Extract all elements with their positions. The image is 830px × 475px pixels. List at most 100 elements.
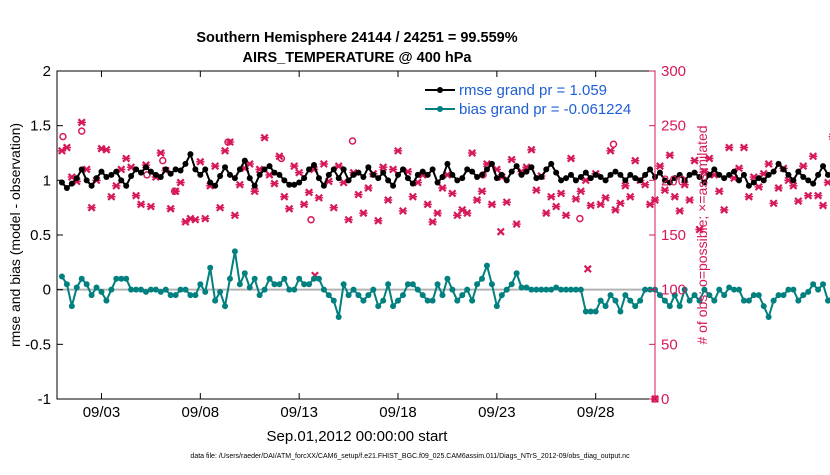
- bias-point: [439, 292, 445, 298]
- assimilated-obs-point: [824, 179, 830, 185]
- assimilated-obs-point: [685, 197, 693, 203]
- bias-point: [197, 281, 203, 287]
- bias-point: [795, 298, 801, 304]
- rmse-point: [410, 181, 416, 187]
- assimilated-obs-point: [745, 194, 753, 200]
- rmse-point: [731, 169, 737, 175]
- y-right-tick-label: 150: [661, 227, 686, 244]
- bias-point: [736, 287, 742, 293]
- assimilated-obs-point: [809, 153, 817, 159]
- rmse-point: [242, 158, 248, 164]
- bias-point: [281, 276, 287, 282]
- bias-point: [370, 287, 376, 293]
- rmse-point: [568, 172, 574, 178]
- rmse-point: [583, 170, 589, 176]
- bias-point: [578, 287, 584, 293]
- bias-point: [805, 289, 811, 295]
- chart-title-line2: AIRS_TEMPERATURE @ 400 hPa: [242, 50, 472, 66]
- bias-point: [790, 287, 796, 293]
- assimilated-obs-point: [789, 183, 797, 189]
- bias-point: [687, 298, 693, 304]
- assimilated-obs-point: [666, 152, 674, 158]
- rmse-point: [642, 172, 648, 178]
- rmse-point: [494, 175, 500, 181]
- rmse-point: [746, 183, 752, 189]
- bias-point: [247, 284, 253, 290]
- rmse-point: [355, 170, 361, 176]
- bias-point: [499, 292, 505, 298]
- rmse-point: [785, 172, 791, 178]
- rmse-point: [509, 169, 515, 175]
- bias-point: [449, 287, 455, 293]
- assimilated-obs-point: [725, 144, 733, 150]
- bias-point: [276, 281, 282, 287]
- rmse-point: [810, 181, 816, 187]
- rmse-point: [138, 170, 144, 176]
- rmse-point: [790, 177, 796, 183]
- bias-point: [192, 292, 198, 298]
- rmse-point: [331, 166, 337, 172]
- bias-point: [400, 292, 406, 298]
- rmse-point: [306, 166, 312, 172]
- rmse-point: [143, 164, 149, 170]
- rmse-point: [543, 166, 549, 172]
- bias-point: [207, 265, 213, 271]
- bias-point: [756, 292, 762, 298]
- rmse-point: [761, 177, 767, 183]
- rmse-point: [123, 183, 129, 189]
- y-axis-left-label: rmse and bias (model - observation): [7, 123, 23, 347]
- rmse-point: [430, 166, 436, 172]
- bias-point: [123, 276, 129, 282]
- bias-point: [355, 292, 361, 298]
- bias-point: [514, 270, 520, 276]
- assimilated-obs-point: [814, 192, 822, 198]
- rmse-point: [276, 172, 282, 178]
- bias-point: [94, 284, 100, 290]
- bias-point: [331, 298, 337, 304]
- rmse-point: [533, 175, 539, 181]
- x-tick-label: 09/23: [478, 404, 516, 421]
- bias-point: [479, 276, 485, 282]
- bias-point: [59, 274, 65, 280]
- assimilated-obs-point: [676, 208, 684, 214]
- rmse-point: [84, 177, 90, 183]
- rmse-point: [375, 175, 381, 181]
- bias-point: [474, 281, 480, 287]
- rmse-point: [187, 151, 193, 157]
- rmse-point: [207, 180, 213, 186]
- x-tick-label: 09/03: [83, 404, 121, 421]
- rmse-point: [281, 177, 287, 183]
- rmse-point: [296, 180, 302, 186]
- bias-point: [716, 287, 722, 293]
- bias-point: [444, 276, 450, 282]
- rmse-point: [390, 183, 396, 189]
- rmse-point: [435, 180, 441, 186]
- rmse-point: [711, 166, 717, 172]
- bias-point: [252, 276, 258, 282]
- rmse-point: [751, 180, 757, 186]
- assimilated-obs-point: [819, 202, 827, 208]
- assimilated-obs-point: [740, 144, 748, 150]
- bias-point: [815, 287, 821, 293]
- rmse-point: [622, 177, 628, 183]
- rmse-point: [519, 172, 525, 178]
- bias-point: [227, 276, 233, 282]
- rmse-point: [94, 175, 100, 181]
- assimilated-obs-point: [715, 188, 723, 194]
- bias-point: [632, 303, 638, 309]
- x-tick-label: 09/18: [379, 404, 417, 421]
- rmse-point: [380, 170, 386, 176]
- rmse-point: [321, 183, 327, 189]
- rmse-point: [563, 175, 569, 181]
- rmse-point: [247, 175, 253, 181]
- rmse-point: [365, 164, 371, 170]
- bias-point: [593, 309, 599, 315]
- y-right-tick-label: 0: [661, 391, 669, 408]
- rmse-point: [524, 169, 530, 175]
- rmse-point: [489, 161, 495, 167]
- bias-point: [74, 284, 80, 290]
- bias-point: [375, 303, 381, 309]
- rmse-point: [459, 175, 465, 181]
- rmse-point: [370, 172, 376, 178]
- rmse-point: [311, 162, 317, 168]
